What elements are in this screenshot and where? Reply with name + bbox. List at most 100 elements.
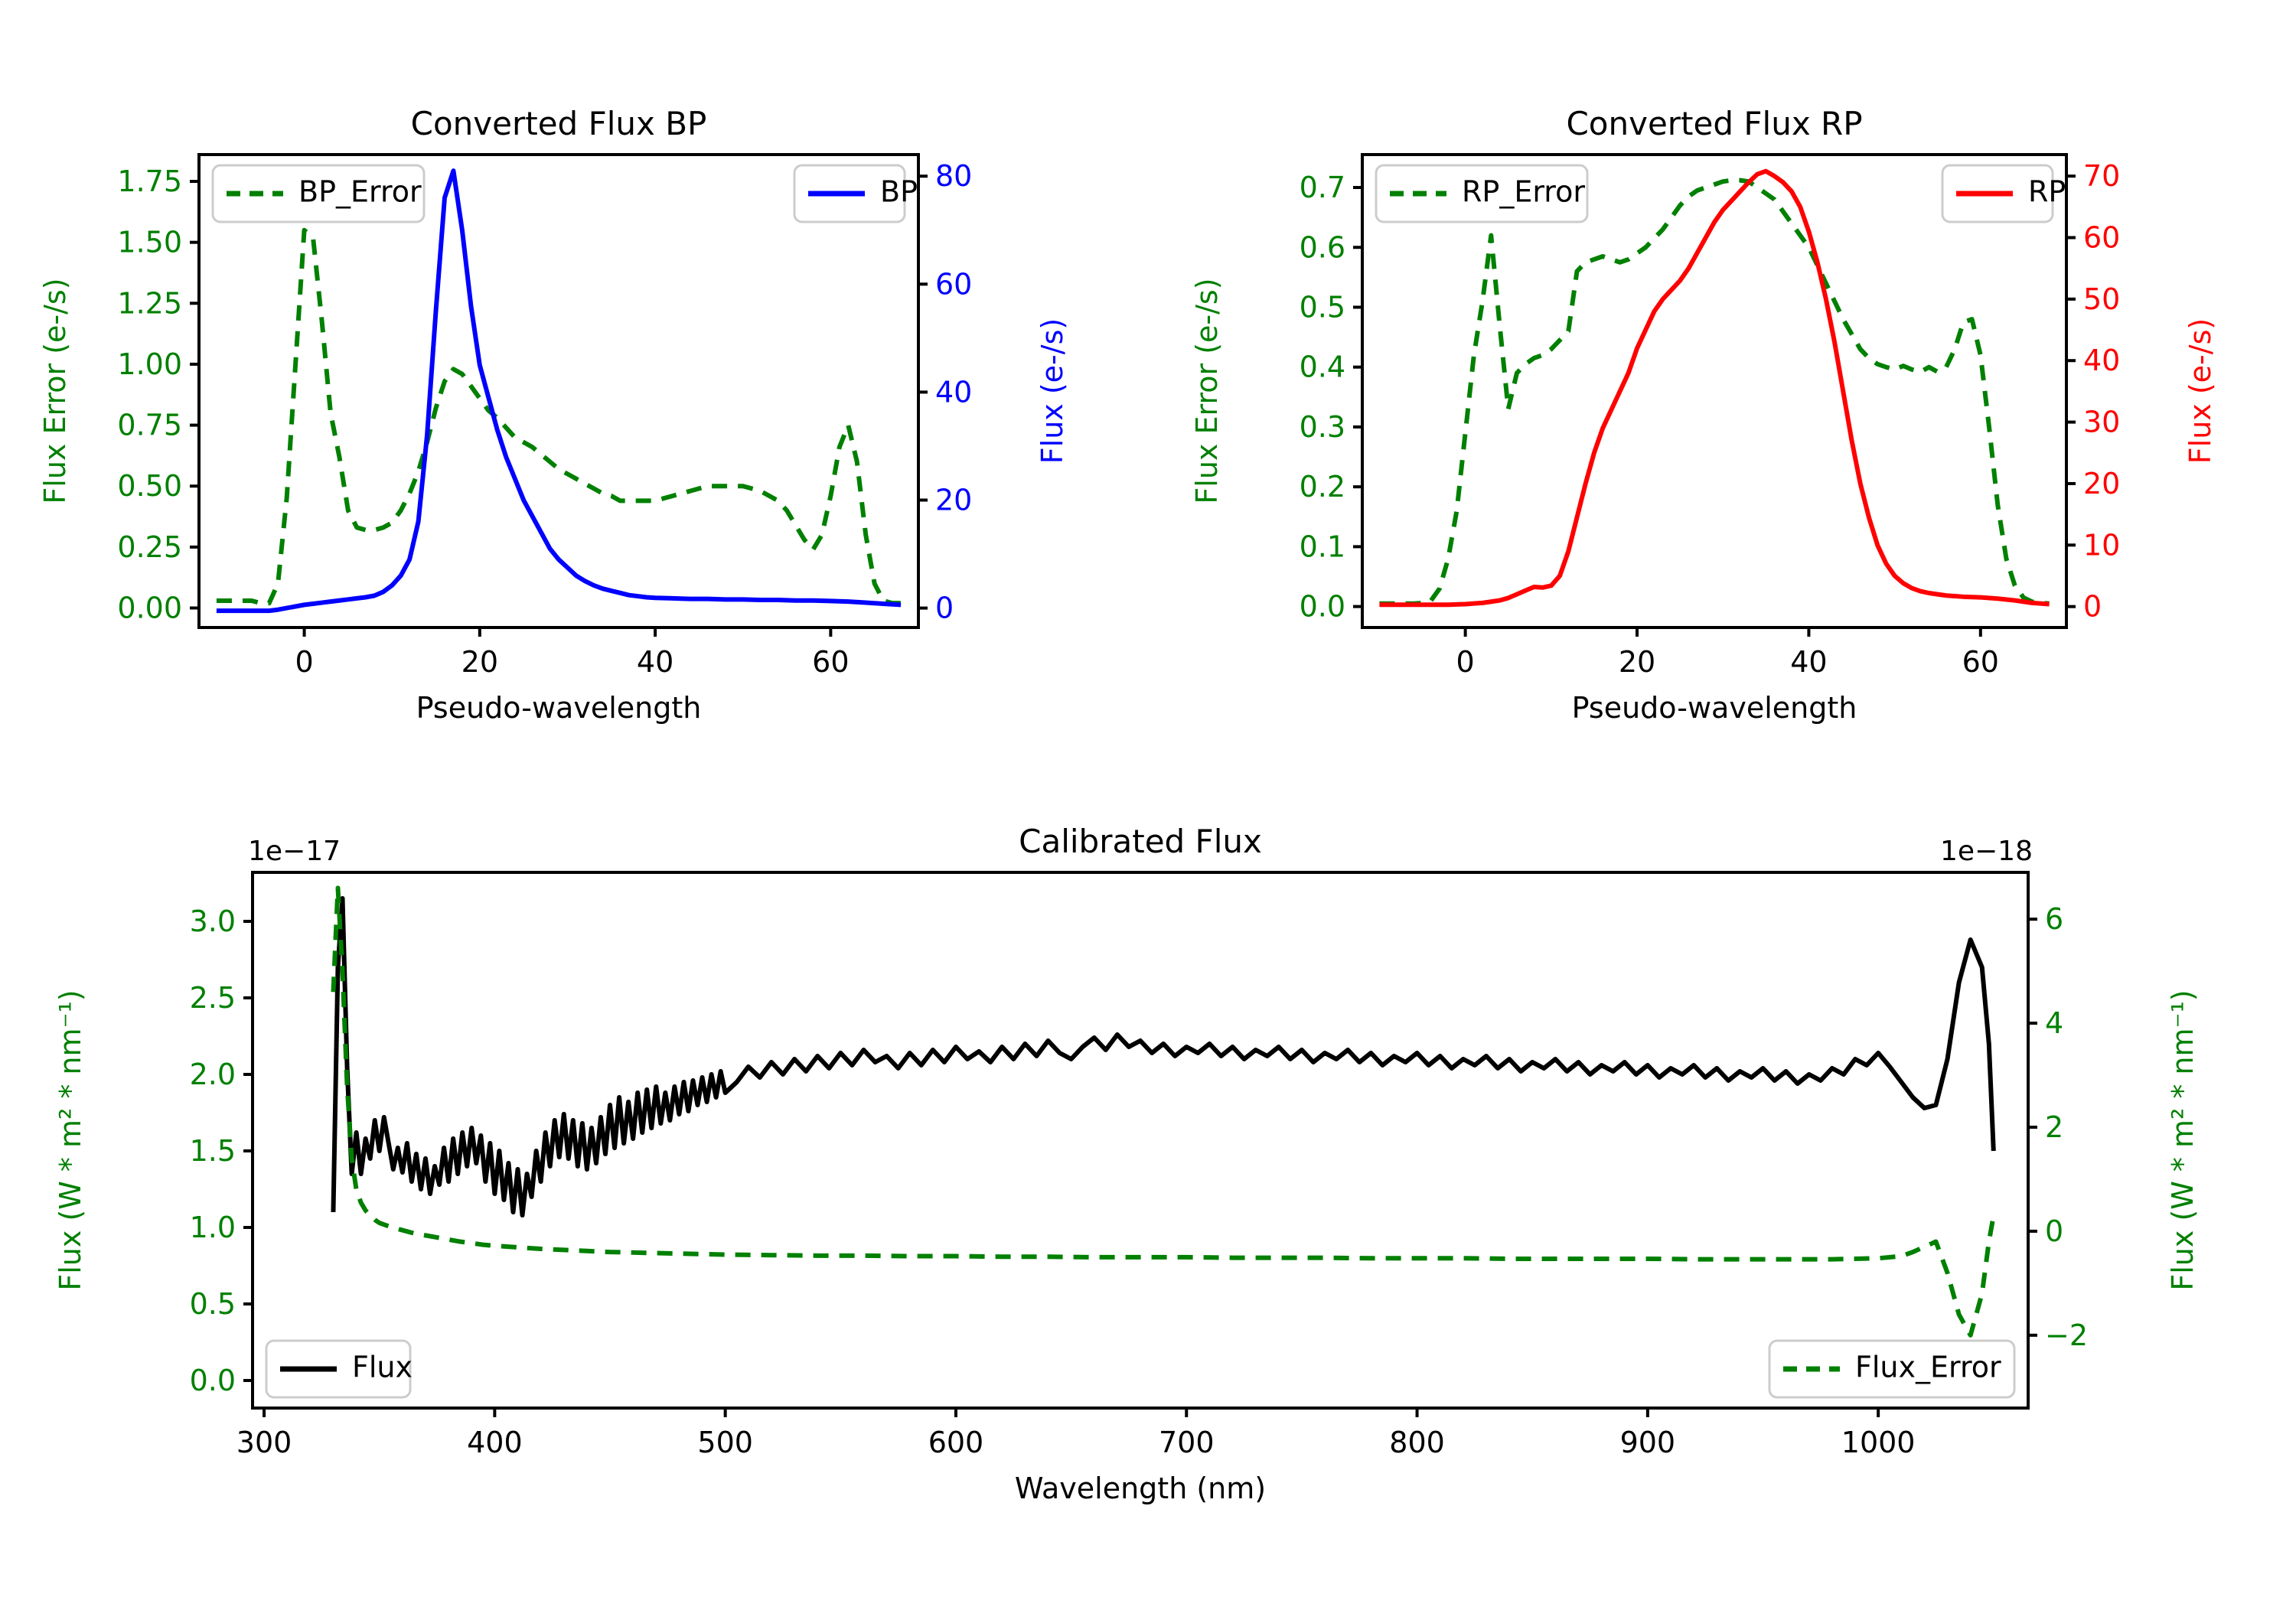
x-tick-label: 0 bbox=[295, 645, 313, 679]
legend-box bbox=[265, 1339, 412, 1399]
y-axis-label-right: Flux (e-/s) bbox=[1035, 318, 1069, 464]
y-tick-label-right: 30 bbox=[2083, 406, 2120, 439]
y-tick-label-left: 1.25 bbox=[117, 286, 182, 320]
y-tick-label-left: 0.6 bbox=[1300, 230, 1345, 264]
y-tick-label-left: 0.4 bbox=[1300, 350, 1345, 384]
y-axis-label-right: Flux (W * m² * nm⁻¹) bbox=[2166, 989, 2200, 1290]
chart-title: Calibrated Flux bbox=[1019, 823, 1262, 860]
x-axis-label: Wavelength (nm) bbox=[1015, 1472, 1266, 1505]
y-tick-label-left: 0.50 bbox=[117, 469, 182, 503]
legend-box bbox=[211, 164, 426, 223]
y-tick-label-right: −2 bbox=[2045, 1319, 2088, 1352]
plot-frame bbox=[1361, 153, 2068, 629]
plot-frame bbox=[251, 871, 2030, 1410]
y-axis-exponent-right: 1e−18 bbox=[1940, 836, 2033, 867]
x-tick-label: 800 bbox=[1389, 1426, 1445, 1459]
legend-label: Flux bbox=[352, 1351, 413, 1384]
y-tick-label-right: 50 bbox=[2083, 282, 2120, 316]
legend-box bbox=[1768, 1339, 2016, 1399]
y-tick-label-left: 0.2 bbox=[1300, 470, 1345, 504]
chart-title: Converted Flux BP bbox=[411, 105, 707, 142]
y-tick-label-right: 40 bbox=[2083, 344, 2120, 377]
legend-bp[interactable]: BP bbox=[793, 164, 918, 223]
y-tick-label-right: 0 bbox=[2083, 590, 2102, 624]
y-tick-label-left: 2.0 bbox=[190, 1058, 236, 1091]
chart-rp: Converted Flux RP 0 20 40 60 Pseudo-wavelengt… bbox=[1190, 105, 2217, 725]
legend-box bbox=[1375, 164, 1589, 223]
legend-flux[interactable]: Flux bbox=[265, 1339, 413, 1399]
legend-label: BP bbox=[880, 175, 918, 209]
series-bp_error bbox=[216, 227, 902, 606]
y-tick-label-right: 0 bbox=[2045, 1214, 2063, 1248]
x-axis-label: Pseudo-wavelength bbox=[1572, 691, 1857, 725]
x-tick-label: 40 bbox=[637, 645, 673, 679]
y-axis-label-left: Flux Error (e-/s) bbox=[38, 278, 72, 504]
y-tick-label-left: 0.7 bbox=[1300, 171, 1345, 204]
series-bp bbox=[216, 168, 902, 614]
y-tick-label-left: 1.5 bbox=[190, 1134, 236, 1168]
x-tick-label: 20 bbox=[1619, 645, 1655, 679]
x-tick-label: 700 bbox=[1159, 1426, 1215, 1459]
x-tick-label: 400 bbox=[467, 1426, 523, 1459]
series-rp bbox=[1379, 168, 2050, 608]
y-tick-label-right: 40 bbox=[935, 375, 972, 409]
x-tick-label: 900 bbox=[1620, 1426, 1676, 1459]
y-tick-label-right: 80 bbox=[935, 159, 972, 193]
chart-bp: Converted Flux BP 0 20 40 60 Pseudo-wavelengt… bbox=[38, 105, 1069, 725]
chart-title: Converted Flux RP bbox=[1566, 105, 1862, 142]
panel-converted-flux-rp: Converted Flux RP 0 20 40 60 Pseudo-wavelengt… bbox=[1148, 105, 2296, 819]
y-tick-label-left: 1.0 bbox=[190, 1211, 236, 1244]
y-tick-label-right: 0 bbox=[935, 592, 954, 625]
y-tick-label-left: 0.5 bbox=[190, 1287, 236, 1321]
x-tick-label: 500 bbox=[697, 1426, 753, 1459]
series-rp_error bbox=[1379, 178, 2050, 606]
y-tick-label-left: 1.00 bbox=[117, 347, 182, 381]
x-axis-label: Pseudo-wavelength bbox=[416, 691, 702, 725]
legend-label: RP_Error bbox=[1462, 175, 1585, 209]
y-tick-label-right: 20 bbox=[2083, 467, 2120, 500]
series-flux bbox=[331, 896, 1996, 1217]
series-flux_error bbox=[331, 885, 1996, 1338]
panel-calibrated-flux: Calibrated Flux 1e−17 1e−18 300 400 500 600 700… bbox=[0, 819, 2296, 1584]
y-axis-label-left: Flux (W * m² * nm⁻¹) bbox=[54, 989, 87, 1290]
y-tick-label-left: 1.50 bbox=[117, 226, 182, 259]
y-tick-label-right: 60 bbox=[935, 267, 972, 301]
x-tick-label: 20 bbox=[461, 645, 498, 679]
y-tick-label-left: 0.25 bbox=[117, 530, 182, 564]
y-tick-label-right: 70 bbox=[2083, 159, 2120, 193]
x-tick-label: 60 bbox=[1962, 645, 1999, 679]
y-tick-label-left: 0.5 bbox=[1300, 290, 1345, 324]
x-tick-label: 60 bbox=[812, 645, 849, 679]
x-tick-label: 0 bbox=[1456, 645, 1475, 679]
y-axis-label-left: Flux Error (e-/s) bbox=[1190, 278, 1224, 504]
x-tick-label: 600 bbox=[928, 1426, 984, 1459]
x-tick-label: 300 bbox=[236, 1426, 292, 1459]
y-tick-label-left: 3.0 bbox=[190, 905, 236, 938]
legend-label: RP bbox=[2028, 175, 2066, 209]
y-tick-label-left: 0.0 bbox=[1300, 590, 1345, 624]
x-tick-label: 40 bbox=[1790, 645, 1827, 679]
y-tick-label-left: 0.0 bbox=[190, 1364, 236, 1397]
legend-bp_error[interactable]: BP_Error bbox=[211, 164, 426, 223]
y-axis-exponent-left: 1e−17 bbox=[248, 836, 341, 867]
x-tick-label: 1000 bbox=[1841, 1426, 1916, 1459]
y-tick-label-left: 0.75 bbox=[117, 409, 182, 442]
y-tick-label-right: 4 bbox=[2045, 1006, 2063, 1040]
y-axis-label-right: Flux (e-/s) bbox=[2183, 318, 2217, 464]
y-tick-label-left: 1.75 bbox=[117, 165, 182, 198]
y-tick-label-right: 2 bbox=[2045, 1110, 2063, 1144]
y-tick-label-left: 2.5 bbox=[190, 981, 236, 1015]
y-tick-label-right: 10 bbox=[2083, 528, 2120, 562]
y-tick-label-left: 0.1 bbox=[1300, 530, 1345, 563]
y-tick-label-left: 0.00 bbox=[117, 592, 182, 625]
legend-rp[interactable]: RP bbox=[1941, 164, 2066, 223]
panel-converted-flux-bp: Converted Flux BP 0 20 40 60 Pseudo-wavelengt… bbox=[0, 105, 1148, 819]
legend-rp_error[interactable]: RP_Error bbox=[1375, 164, 1589, 223]
y-tick-label-right: 20 bbox=[935, 484, 972, 517]
y-tick-label-left: 0.3 bbox=[1300, 410, 1345, 444]
chart-calibrated: Calibrated Flux 1e−17 1e−18 300 400 500 600 700… bbox=[54, 823, 2200, 1505]
legend-label: Flux_Error bbox=[1855, 1351, 2001, 1384]
legend-flux_error[interactable]: Flux_Error bbox=[1768, 1339, 2016, 1399]
y-tick-label-right: 6 bbox=[2045, 902, 2063, 936]
